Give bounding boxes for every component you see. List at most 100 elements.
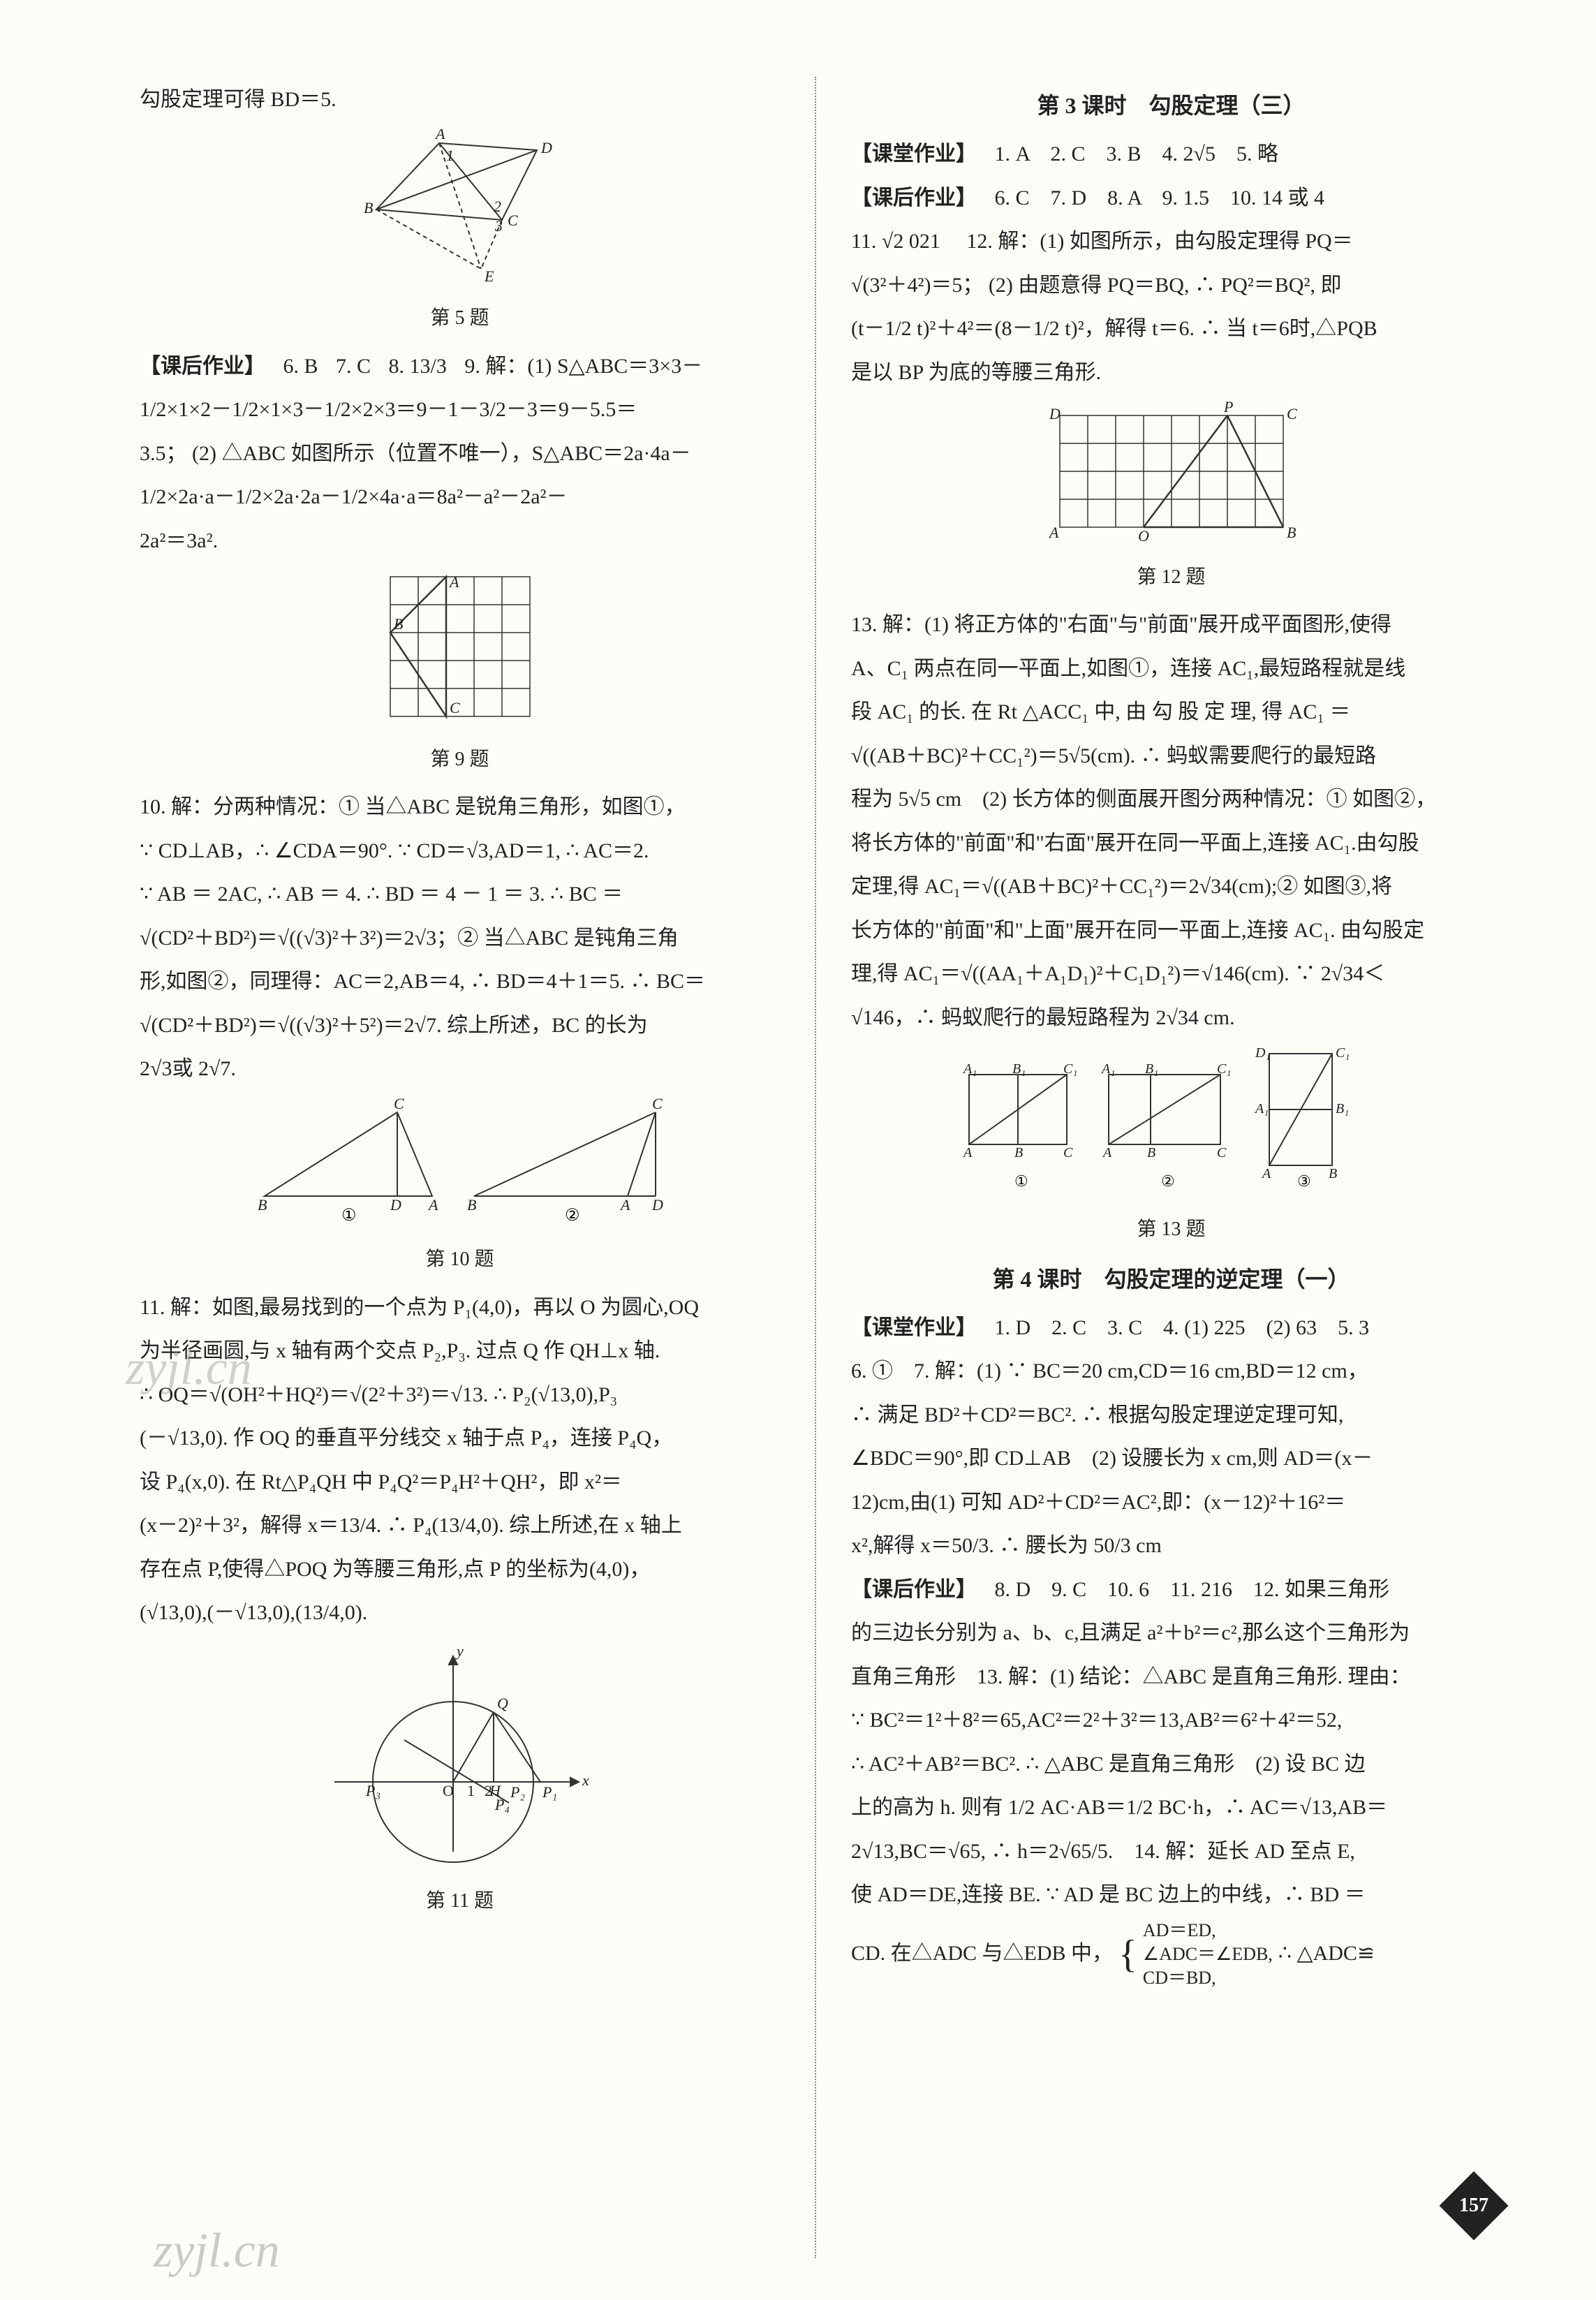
khzy-label: 【课后作业】: [140, 355, 265, 378]
q9-l2: 1/2×1×2－1/2×1×3－1/2×2×3＝9－1－3/2－3＝9－5.5＝: [140, 390, 780, 431]
svg-text:D: D: [540, 139, 552, 156]
q9-l5: 2a²＝3a².: [140, 521, 780, 562]
q13-l10: √146，∴ 蚂蚁爬行的最短路程为 2√34 cm.: [851, 998, 1491, 1039]
svg-text:B: B: [394, 615, 403, 633]
brace-a: AD＝ED,: [1143, 1919, 1273, 1943]
fig13-sub3: ③: [1297, 1172, 1311, 1190]
top-line: 勾股定理可得 BD＝5.: [140, 80, 780, 121]
svg-text:B₁: B₁: [1336, 1101, 1349, 1116]
svg-text:B₁: B₁: [1145, 1061, 1158, 1077]
figure-5: AD BC E 123 第 5 题: [140, 129, 780, 338]
q11-l4: (－√13,0). 作 OQ 的垂直平分线交 x 轴于点 P₄，连接 P₄Q，: [140, 1418, 780, 1459]
svg-text:B: B: [1329, 1166, 1337, 1181]
ktzy-label: 【课堂作业】: [851, 142, 977, 165]
svg-text:C: C: [1287, 405, 1297, 422]
svg-text:2: 2: [494, 198, 501, 215]
q9-l4: 1/2×2a·a－1/2×2a·2a－1/2×4a·a＝8a²－a²－2a²－: [140, 477, 780, 518]
page: zyjl.cn 勾股定理可得 BD＝5. A D B C E 1 2 3: [0, 0, 1596, 2300]
figure-9: ABC 第 9 题: [140, 570, 780, 779]
khzy-3: 【课后作业】 6. C 7. D 8. A 9. 1.5 10. 14 或 4: [851, 178, 1491, 219]
q13b-l4: 上的高为 h. 则有 1/2 AC·AB＝1/2 BC·h，∴ AC＝√13,A…: [851, 1787, 1491, 1829]
q9-l3: 3.5； (2) △ABC 如图所示（位置不唯一），S△ABC＝2a·4a－: [140, 434, 780, 475]
q13b-l5: 2√13,BC＝√65, ∴ h＝2√65/5. 14. 解：延长 AD 至点 …: [851, 1831, 1491, 1873]
svg-text:P: P: [1223, 401, 1233, 415]
svg-text:B: B: [467, 1196, 476, 1214]
fig10-sub1: ①: [341, 1207, 357, 1224]
q10-l4: √(CD²＋BD²)＝√((√3)²＋3²)＝2√3；② 当△ABC 是钝角三角: [140, 918, 780, 959]
q10-intro: 10. 解：分两种情况：① 当△ABC 是锐角三角形，如图①，: [140, 787, 780, 828]
figure-10: BDAC BADC ① ② 第 10 题: [140, 1098, 780, 1279]
fig12-label: 第 12 题: [851, 559, 1491, 597]
ktzy-4: 【课堂作业】 1. D 2. C 3. C 4. (1) 225 (2) 63 …: [851, 1308, 1491, 1349]
fig5-label: 第 5 题: [140, 300, 780, 338]
q7-l4: 12)cm,由(1) 可知 AD²＋CD²＝AC²,即：(x－12)²＋16²＝: [851, 1482, 1491, 1524]
left-column: 勾股定理可得 BD＝5. A D B C E 1 2 3 第 5 题: [140, 77, 780, 2258]
svg-text:Q: Q: [1138, 527, 1149, 541]
q10-l3: ∵ AB ＝ 2AC, ∴ AB ＝ 4. ∴ BD ＝ 4 － 1 ＝ 3. …: [140, 874, 780, 915]
q12b-l2: 的三边长分别为 a、b、c,且满足 a²＋b²＝c²,那么这个三角形为: [851, 1613, 1491, 1654]
svg-text:C₁: C₁: [1336, 1047, 1350, 1061]
q13-l6: 将长方体的"前面"和"右面"展开在同一平面上,连接 AC₁.由勾股: [851, 823, 1491, 864]
ktzy-label-4: 【课堂作业】: [851, 1316, 977, 1339]
fig13-sub1: ①: [1014, 1172, 1028, 1190]
khzy-left: 【课后作业】 6. B 7. C 8. 13/3 9. 解：(1) S△ABC＝…: [140, 346, 780, 388]
svg-text:Q: Q: [497, 1695, 508, 1712]
svg-text:x: x: [582, 1771, 589, 1789]
svg-text:C: C: [1063, 1145, 1073, 1160]
khzy-label-r: 【课后作业】: [851, 186, 977, 209]
q12-l2: √(3²＋4²)＝5； (2) 由题意得 PQ＝BQ, ∴ PQ²＝BQ², 即: [851, 265, 1491, 307]
lesson-3-heading: 第 3 课时 勾股定理（三）: [851, 84, 1491, 127]
svg-text:B: B: [1147, 1145, 1155, 1160]
svg-text:O: O: [443, 1782, 454, 1799]
svg-text:A: A: [448, 573, 459, 591]
q14-l2: 使 AD＝DE,连接 BE. ∵ AD 是 BC 边上的中线，∴ BD ＝: [851, 1875, 1491, 1916]
q6: 6. B: [283, 355, 318, 378]
svg-text:B: B: [1014, 1145, 1023, 1160]
svg-text:P₃: P₃: [365, 1782, 380, 1799]
fig10-sub2: ②: [565, 1207, 580, 1224]
svg-text:E: E: [484, 267, 494, 283]
q7-l2: ∴ 满足 BD²＋CD²＝BC². ∴ 根据勾股定理逆定理可知,: [851, 1395, 1491, 1436]
svg-text:A: A: [427, 1196, 438, 1214]
fig10-label: 第 10 题: [140, 1241, 780, 1279]
khzy-answers: 6. C 7. D 8. A 9. 1.5 10. 14 或 4: [995, 186, 1325, 209]
q14-l3-tail: ∴ △ADC≌: [1278, 1933, 1375, 1975]
q7: 7. C: [336, 355, 371, 378]
ktzy4-answers: 1. D 2. C 3. C 4. (1) 225 (2) 63 5. 3: [995, 1316, 1370, 1339]
khzy4-answers: 8. D 9. C 10. 6 11. 216 12. 如果三角形: [995, 1578, 1390, 1601]
q7-l5: x²,解得 x＝50/3. ∴ 腰长为 50/3 cm: [851, 1526, 1491, 1567]
q11r: 11. √2 021: [851, 230, 940, 253]
q12-intro: 12. 解：(1) 如图所示，由勾股定理得 PQ＝: [966, 230, 1352, 253]
svg-text:D: D: [390, 1196, 401, 1214]
svg-text:D₁: D₁: [1255, 1047, 1270, 1061]
q11-l8: (√13,0),(－√13,0),(13/4,0).: [140, 1593, 780, 1634]
column-divider: [815, 77, 816, 2258]
fig11-label: 第 11 题: [140, 1882, 780, 1921]
fig9-label: 第 9 题: [140, 741, 780, 779]
svg-text:A: A: [1048, 524, 1059, 541]
svg-text:P₄: P₄: [494, 1796, 510, 1813]
svg-text:A₁: A₁: [1254, 1101, 1269, 1116]
fig13-sub2: ②: [1161, 1172, 1175, 1190]
svg-text:1: 1: [446, 147, 454, 164]
svg-text:A: A: [1261, 1166, 1271, 1181]
svg-text:A₁: A₁: [962, 1061, 977, 1077]
svg-text:C: C: [652, 1098, 663, 1112]
khzy-4: 【课后作业】 8. D 9. C 10. 6 11. 216 12. 如果三角形: [851, 1570, 1491, 1611]
page-number: 157: [1459, 2195, 1488, 2217]
watermark-bottom: zyjl.cn: [154, 2223, 280, 2279]
svg-text:C₁: C₁: [1217, 1061, 1231, 1077]
svg-text:A: A: [434, 129, 445, 142]
svg-text:y: y: [455, 1642, 464, 1660]
q13-l2: A、C₁ 两点在同一平面上,如图①，连接 AC₁,最短路程就是线: [851, 649, 1491, 690]
svg-text:P₂: P₂: [510, 1783, 525, 1801]
q13b-l3: ∴ AC²＋AB²＝BC². ∴ △ABC 是直角三角形 (2) 设 BC 边: [851, 1744, 1491, 1785]
svg-text:A₁: A₁: [1100, 1061, 1115, 1077]
q9-intro: 9. 解：(1) S△ABC＝3×3－: [464, 355, 702, 378]
brace-icon: {: [1118, 1945, 1137, 1964]
svg-text:3: 3: [494, 217, 503, 235]
lesson-4-heading: 第 4 课时 勾股定理的逆定理（一）: [851, 1258, 1491, 1301]
q12b-l3: 直角三角形 13. 解：(1) 结论：△ABC 是直角三角形. 理由：: [851, 1657, 1491, 1698]
q11-l6: (x－2)²＋3²，解得 x＝13/4. ∴ P₄(13/4,0). 综上所述,…: [140, 1505, 780, 1547]
ktzy-answers: 1. A 2. C 3. B 4. 2√5 5. 略: [995, 142, 1279, 165]
